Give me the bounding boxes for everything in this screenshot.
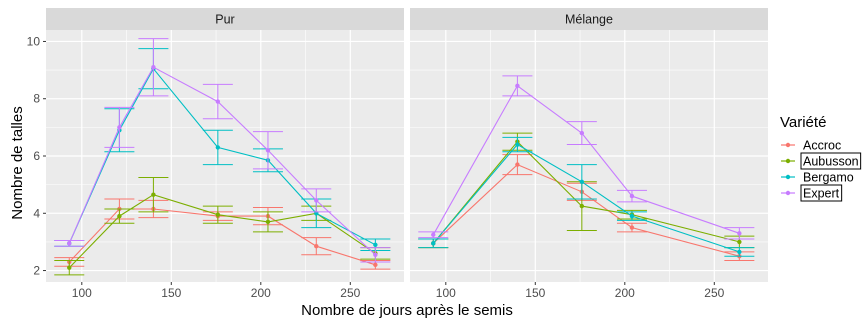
data-point bbox=[515, 83, 520, 89]
legend-label: Aubusson bbox=[803, 155, 859, 169]
chart-panels: Pur 100 150 200 250 2 4 6 8 10 Mélange 100 150 200 250 bbox=[27, 8, 768, 300]
x-tick-label: 200 bbox=[251, 286, 271, 300]
data-point bbox=[579, 130, 585, 136]
y-tick-label: 2 bbox=[33, 264, 40, 278]
y-tick-label: 8 bbox=[33, 92, 40, 106]
panel-2: Mélange 100 150 200 250 bbox=[410, 8, 768, 300]
legend-item-expert: Expert bbox=[781, 184, 843, 202]
data-point bbox=[515, 142, 520, 147]
data-point bbox=[515, 162, 520, 167]
data-point bbox=[431, 241, 436, 246]
data-point bbox=[373, 242, 378, 247]
data-point bbox=[314, 244, 319, 249]
x-axis-title: Nombre de jours après le semis bbox=[301, 302, 513, 319]
legend-label: Accroc bbox=[803, 139, 841, 153]
x-tick-label: 100 bbox=[436, 286, 456, 300]
data-point bbox=[629, 193, 635, 199]
data-point bbox=[737, 231, 742, 236]
x-tick-label: 150 bbox=[525, 286, 545, 300]
y-axis-title: Nombre de talles bbox=[9, 106, 26, 219]
legend-label-box bbox=[800, 184, 843, 202]
data-point bbox=[67, 241, 72, 246]
panel-1: Pur 100 150 200 250 2 4 6 8 10 bbox=[27, 8, 404, 300]
data-point bbox=[314, 198, 319, 203]
data-point bbox=[373, 262, 378, 268]
legend-key-point bbox=[785, 174, 791, 180]
data-point bbox=[265, 148, 271, 153]
data-point bbox=[151, 65, 156, 70]
data-point bbox=[629, 225, 635, 230]
x-tick-label: 250 bbox=[704, 286, 724, 300]
series-bergamo bbox=[418, 136, 755, 257]
strip-background bbox=[410, 8, 768, 30]
y-tick-label: 4 bbox=[33, 206, 40, 220]
data-point bbox=[151, 192, 156, 197]
legend-title: Variété bbox=[780, 114, 826, 131]
data-point bbox=[737, 239, 742, 245]
legend: Variété Accroc Aubusson Bergamo Expert bbox=[780, 114, 862, 202]
x-tick-label: 200 bbox=[615, 286, 635, 300]
legend-item-aubusson: Aubusson bbox=[781, 152, 862, 170]
strip-label: Mélange bbox=[565, 13, 613, 27]
data-point bbox=[117, 213, 122, 219]
data-point bbox=[265, 219, 271, 225]
legend-label-box bbox=[800, 152, 862, 170]
x-tick-label: 250 bbox=[340, 286, 360, 300]
y-tick-label: 10 bbox=[27, 34, 41, 48]
x-tick-label: 100 bbox=[72, 286, 92, 300]
data-point bbox=[215, 145, 221, 150]
data-point bbox=[431, 232, 436, 237]
data-point bbox=[215, 99, 221, 104]
data-point bbox=[737, 249, 742, 255]
data-point bbox=[579, 203, 585, 209]
data-point bbox=[373, 252, 378, 257]
legend-item-bergamo: Bergamo bbox=[781, 171, 854, 185]
legend-label: Bergamo bbox=[803, 171, 854, 185]
legend-key-point bbox=[785, 158, 791, 164]
strip-background bbox=[46, 8, 404, 30]
y-tick-label: 6 bbox=[33, 149, 40, 163]
data-point bbox=[629, 213, 635, 219]
legend-key-point bbox=[785, 190, 791, 196]
legend-key-point bbox=[785, 142, 791, 148]
legend-label: Expert bbox=[803, 187, 840, 201]
series-expert bbox=[418, 75, 755, 240]
strip-label: Pur bbox=[215, 13, 234, 27]
data-point bbox=[579, 179, 585, 184]
legend-item-accroc: Accroc bbox=[781, 139, 841, 153]
data-point bbox=[117, 125, 122, 130]
data-point bbox=[67, 265, 72, 270]
series-expert bbox=[54, 38, 391, 263]
x-tick-label: 150 bbox=[161, 286, 181, 300]
data-point bbox=[215, 212, 221, 217]
